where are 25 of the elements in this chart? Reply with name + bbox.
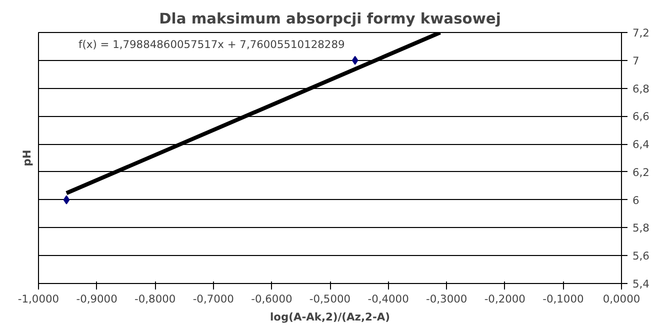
x-tick-label: -0,7000 bbox=[192, 292, 234, 306]
y-tick-label: 6,8 bbox=[632, 82, 650, 96]
y-tick-label: 6 bbox=[632, 194, 640, 207]
x-tick-label: -0,8000 bbox=[134, 292, 176, 306]
x-tick-label: -0,6000 bbox=[251, 292, 292, 306]
y-tick-label: 5,6 bbox=[632, 250, 650, 263]
y-tick-label: 7,2 bbox=[632, 26, 650, 40]
y-tick-label: 6,2 bbox=[632, 166, 650, 179]
x-tick-label: -0,9000 bbox=[76, 292, 118, 306]
y-tick-label: 7 bbox=[632, 54, 640, 68]
x-tick-label: -0,2000 bbox=[484, 292, 526, 306]
y-tick-label: 5,4 bbox=[632, 278, 650, 290]
x-tick-label: -0,3000 bbox=[426, 292, 468, 306]
y-tick-label: 6,6 bbox=[632, 110, 650, 124]
x-axis-title: log(A-Ak,2)/(Az,2-A) bbox=[270, 310, 390, 324]
annotation: f(x) = 1,79884860057517x + 7,76005510128289 bbox=[78, 38, 345, 51]
x-tick-label: -0,4000 bbox=[368, 292, 410, 306]
y-tick-label: 6,4 bbox=[632, 138, 650, 152]
chart-title: Dla maksimum absorpcji formy kwasowej bbox=[159, 10, 501, 28]
x-tick-label: 0,0000 bbox=[602, 292, 640, 306]
x-tick-label: -0,5000 bbox=[309, 292, 351, 306]
y-tick-label: 5,8 bbox=[632, 222, 650, 235]
x-tick-label: -0,1000 bbox=[542, 292, 584, 306]
x-tick-label: -1,0000 bbox=[18, 292, 60, 306]
y-axis-title: pH bbox=[20, 150, 34, 166]
